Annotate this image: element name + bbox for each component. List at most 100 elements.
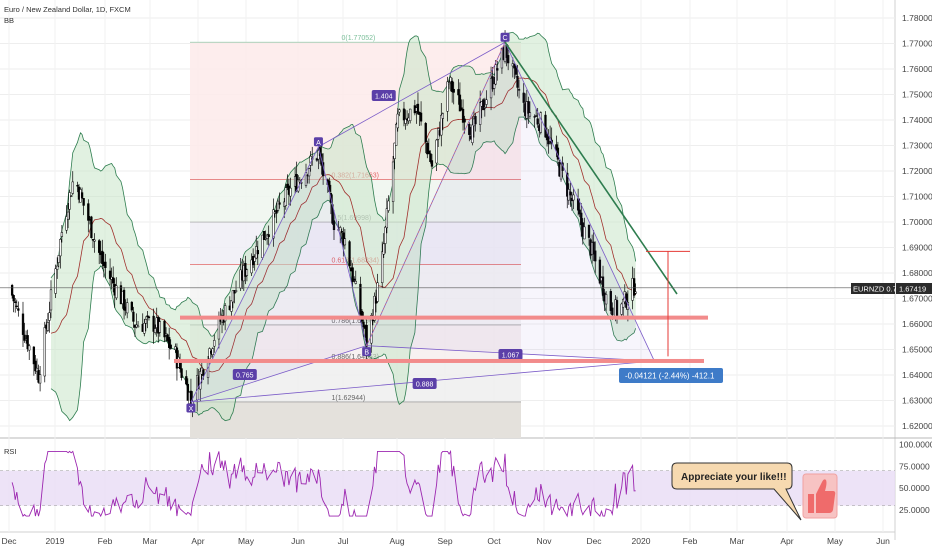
candle-body <box>208 348 211 360</box>
candle-body <box>211 348 214 355</box>
candle-body <box>147 316 151 319</box>
candle-body <box>393 142 396 159</box>
ratio-badge <box>498 349 523 360</box>
candle-body <box>555 144 558 151</box>
candle-body <box>253 257 256 262</box>
y-tick-label: 1.62000 <box>902 421 932 431</box>
candle-body <box>620 303 623 315</box>
x-tick-label: Feb <box>98 536 113 546</box>
candle-body <box>65 216 68 231</box>
candle-body <box>230 300 233 312</box>
candle-body <box>463 118 466 123</box>
candle-body <box>136 325 140 328</box>
candle-body <box>54 268 57 294</box>
candle-body <box>516 76 519 88</box>
x-tick-label: Nov <box>536 536 552 546</box>
pattern-bc-dashed <box>366 42 506 346</box>
y-tick-label: 1.75000 <box>902 90 932 100</box>
candle-body <box>146 315 149 317</box>
candle-body <box>391 161 395 202</box>
candle-body <box>348 241 351 267</box>
price-tag: EURNZD 0.75% 1.67419 <box>851 283 932 294</box>
measure-label-text: -0.04121 (-2.44%) -412.1 <box>625 372 715 381</box>
x-tick-label: Apr <box>780 536 793 546</box>
x-tick-label: Jun <box>291 536 305 546</box>
candle-body <box>104 261 107 268</box>
x-tick-label: Jun <box>876 536 890 546</box>
candle-body <box>580 212 583 226</box>
candle-body <box>351 267 354 283</box>
candle-body <box>517 89 521 91</box>
candle-body <box>21 313 25 335</box>
candle-body <box>468 123 471 135</box>
candle-body <box>28 345 31 351</box>
candle-body <box>12 295 15 302</box>
candle-body <box>527 101 530 114</box>
candle-body <box>339 227 342 234</box>
candle-body <box>376 282 379 302</box>
candle-body <box>427 150 431 155</box>
candle-body <box>43 327 46 377</box>
thumbs-up-icon[interactable] <box>802 473 838 519</box>
y-tick-label: 1.68000 <box>902 268 932 278</box>
pattern-bcd <box>366 42 655 361</box>
harmonic-pattern: X A B C 0.765 1.404 1.067 0.888 <box>186 32 678 413</box>
candle-body <box>332 220 336 231</box>
x-tick-label: Mar <box>730 536 745 546</box>
candle-body <box>634 291 637 294</box>
ratio-badge <box>412 378 437 389</box>
y-tick-label: 1.67000 <box>902 294 932 304</box>
candle-body <box>381 251 384 283</box>
pattern-point-badge <box>362 347 372 357</box>
candle-body <box>112 277 115 284</box>
y-tick-label: 1.63000 <box>902 396 932 406</box>
candle-body <box>90 216 93 238</box>
candle-body <box>601 276 605 296</box>
candle-body <box>26 335 29 350</box>
x-tick-label: Feb <box>683 536 698 546</box>
candle-body <box>76 185 79 187</box>
candle-body <box>604 294 608 305</box>
candle-body <box>163 320 166 338</box>
candle-body <box>461 108 465 123</box>
candle-body <box>622 298 625 308</box>
candle-body <box>485 99 488 105</box>
candle-body <box>202 369 205 376</box>
candle-body <box>534 115 538 117</box>
candle-body <box>98 240 101 253</box>
candle-body <box>493 83 496 89</box>
candle-body <box>426 142 429 155</box>
price-tag-value: 1.67419 <box>899 285 926 294</box>
x-tick-label: 2019 <box>46 536 65 546</box>
candle-body <box>583 226 586 240</box>
x-tick-label: Dec <box>1 536 17 546</box>
candle-body <box>180 368 183 378</box>
price-tag-label: EURNZD 0.75% <box>853 285 908 294</box>
candle-body <box>278 202 281 205</box>
pattern-xab <box>190 146 367 403</box>
ratio-label: 0.888 <box>416 382 434 389</box>
candle-body <box>185 376 188 385</box>
x-tick-label: Apr <box>191 536 204 546</box>
candle-body <box>370 315 373 344</box>
x-tick-label: Oct <box>487 536 501 546</box>
candle-body <box>276 200 280 211</box>
candle-body <box>592 241 595 255</box>
candle-body <box>382 243 385 255</box>
candle-body <box>46 322 50 331</box>
candle-body <box>223 305 227 322</box>
candle-body <box>35 367 39 372</box>
rsi-tick-label: 75.0000 <box>899 461 930 471</box>
y-tick-label: 1.77000 <box>902 39 932 49</box>
callout-bubble <box>671 462 802 521</box>
candle-body <box>38 374 42 384</box>
candle-body <box>262 231 266 240</box>
candle-body <box>365 324 368 347</box>
candle-body <box>395 123 398 146</box>
candle-body <box>143 322 146 334</box>
candle-body <box>250 259 253 274</box>
y-tick-label: 1.73000 <box>902 141 932 151</box>
candle-body <box>471 124 474 144</box>
resistance-zone <box>180 315 708 320</box>
y-tick-label: 1.66000 <box>902 319 932 329</box>
